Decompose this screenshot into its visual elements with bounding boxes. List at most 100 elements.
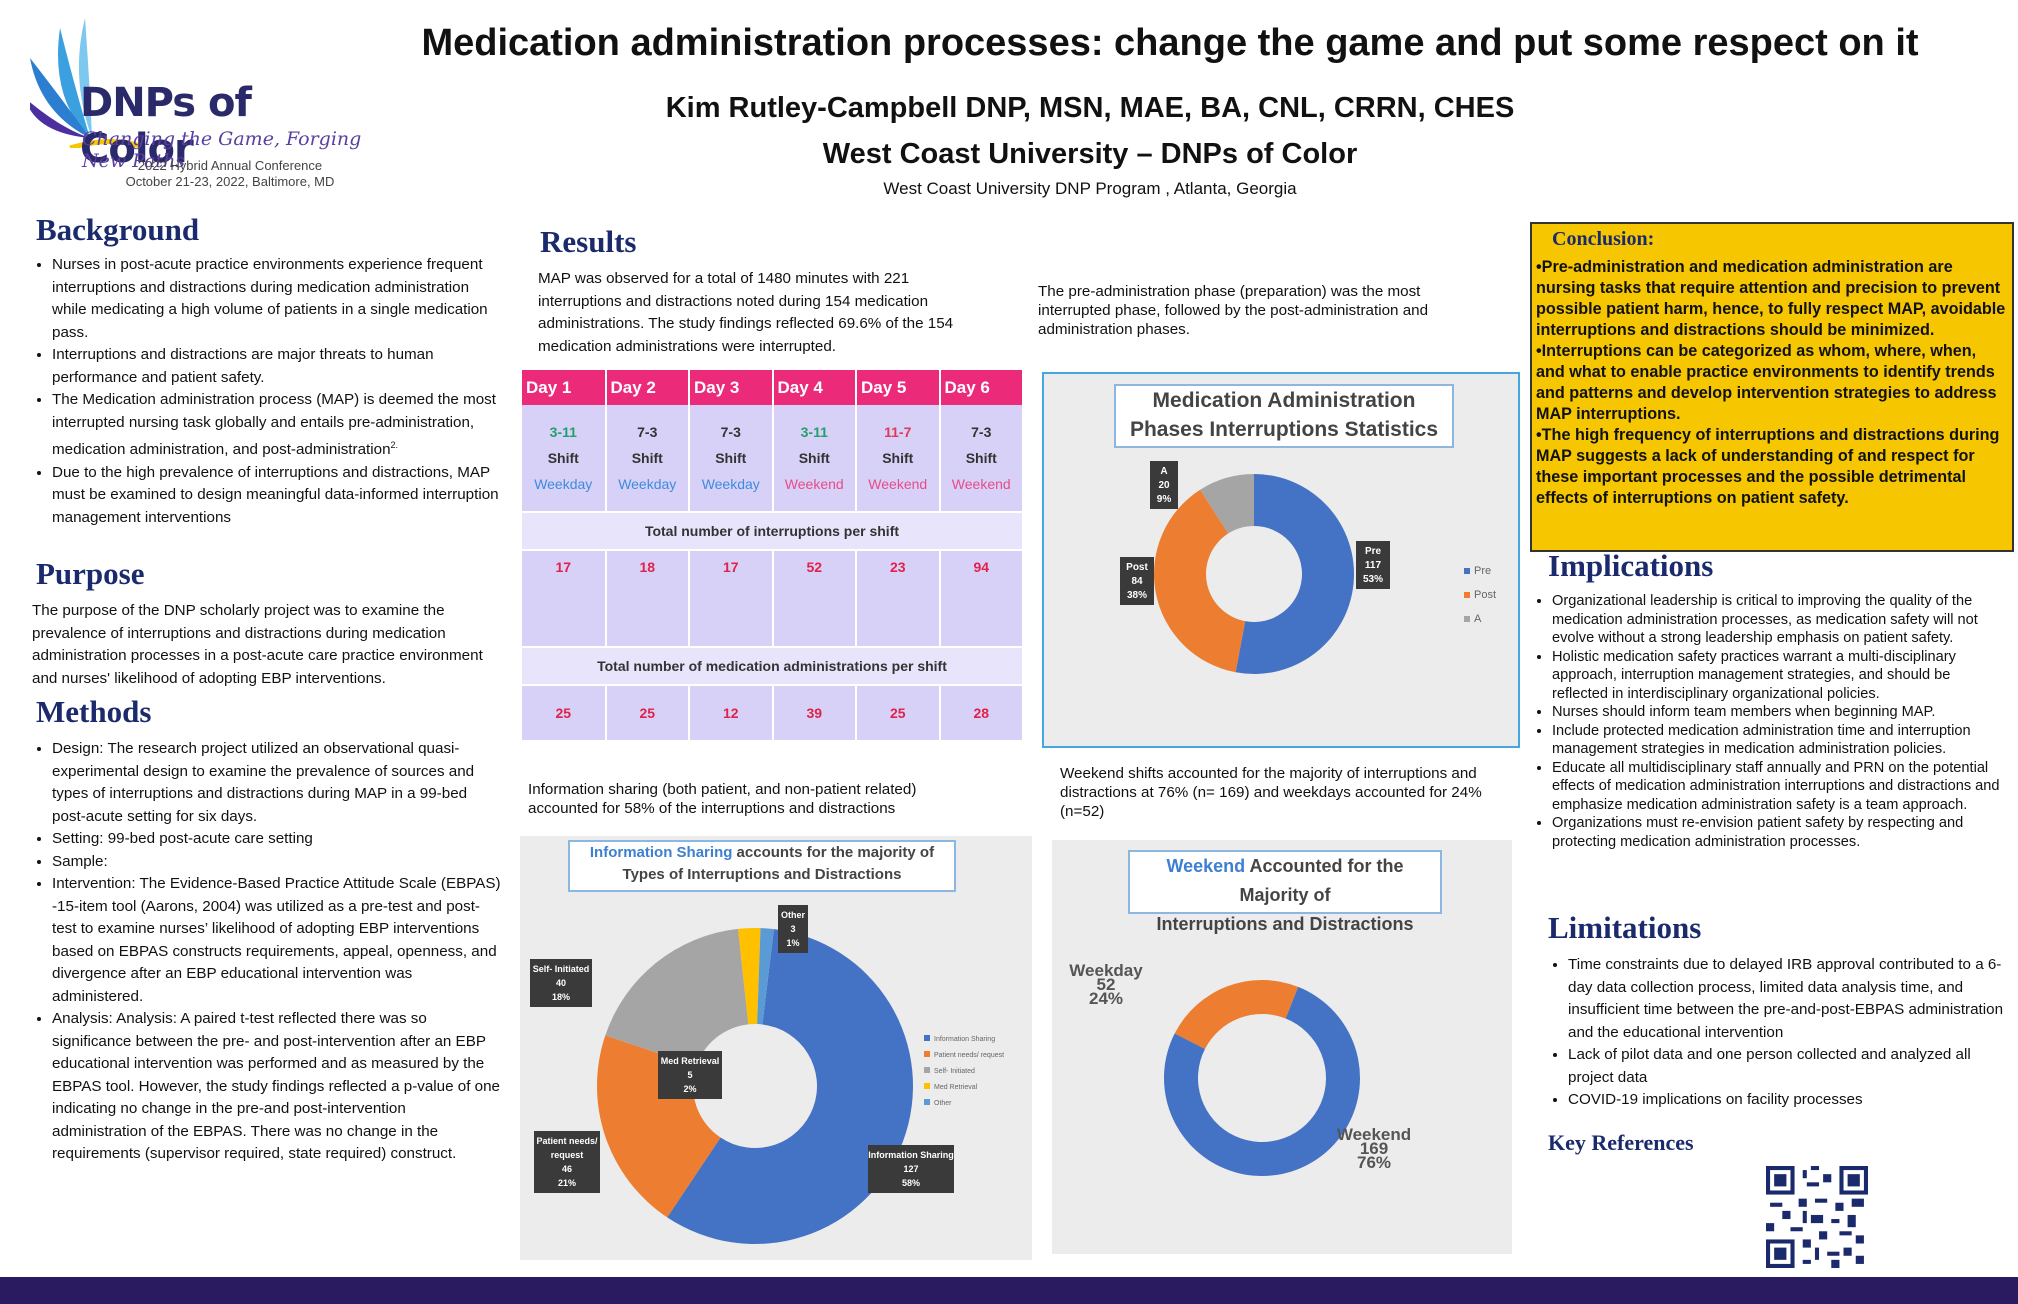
legend-swatch xyxy=(924,1035,930,1041)
data-label-box xyxy=(530,959,592,1007)
purpose-text: The purpose of the DNP scholarly project… xyxy=(32,602,483,687)
data-label-box xyxy=(1120,557,1154,605)
table-cell: 39 xyxy=(772,685,857,742)
table-row: Total number of medication administratio… xyxy=(522,647,1024,686)
data-label-box xyxy=(868,1145,954,1193)
legend-item: Self- Initiated xyxy=(934,1068,975,1075)
legend-swatch xyxy=(924,1051,930,1057)
background-section: Nurses in post-acute practice environmen… xyxy=(30,254,500,529)
legend-swatch xyxy=(1464,592,1470,598)
data-label-text: 58% xyxy=(902,1178,920,1188)
logo-tagline: Changing the Game, Forging New Paths xyxy=(82,128,362,172)
shift-word: Shift xyxy=(547,450,579,466)
shift-word: Shift xyxy=(798,450,830,466)
data-label-text: 117 xyxy=(1365,560,1382,571)
data-label-text: A xyxy=(1160,466,1167,477)
conclusion-box: Conclusion: •Pre-administration and medi… xyxy=(1530,222,2014,552)
table-row: Total number of interruptions per shift xyxy=(522,512,1024,551)
data-label-text: Patient needs/ xyxy=(536,1136,598,1146)
info-chart-title: Information Sharing accounts for the maj… xyxy=(568,840,956,892)
donut-slice-weekend xyxy=(1164,986,1360,1176)
data-label-box xyxy=(534,1131,600,1193)
table-cell: 17 xyxy=(522,550,607,648)
data-label-text: 169 xyxy=(1360,1139,1388,1158)
table-cell: 23 xyxy=(856,550,941,648)
data-label-text: 40 xyxy=(556,978,566,988)
phases-chart-title: Medication Administration Phases Interru… xyxy=(1114,384,1454,448)
weekend-chart-title-line2: Interruptions and Distractions xyxy=(1156,914,1414,934)
table-day-header: Day 3 xyxy=(689,370,774,405)
weekend-chart-title: Weekend Accounted for the Majority of In… xyxy=(1128,850,1442,934)
legend-item: Patient needs/ request xyxy=(934,1052,1004,1059)
table-cell: 52 xyxy=(772,550,857,648)
table-day-header: Day 6 xyxy=(939,370,1024,405)
info-chart-title-highlight: Information Sharing xyxy=(589,844,733,861)
shift-time: 3-11 xyxy=(549,424,577,440)
interruptions-label: Total number of interruptions per shift xyxy=(522,512,1024,551)
data-label-text: Med Retrieval xyxy=(661,1056,720,1066)
legend-swatch xyxy=(924,1083,930,1089)
background-item-text: Due to the high prevalence of interrupti… xyxy=(52,463,499,526)
methods-section: Design: The research project utilized an… xyxy=(30,738,502,1166)
table-cell: 11-7 Shift Weekend xyxy=(856,405,941,513)
qr-code-icon[interactable] xyxy=(1766,1166,1868,1268)
phase-text: The pre-administration phase (preparatio… xyxy=(1038,283,1429,338)
shift-time: 7-3 xyxy=(971,424,992,440)
table-cell: 7-3 Shift Weekday xyxy=(689,405,774,513)
donut-slice-med-retrieval xyxy=(738,928,761,1025)
background-item-text: The Medication administration process (M… xyxy=(52,391,496,459)
table-cell: 18 xyxy=(605,550,690,648)
weekend-text: Weekend shifts accounted for the majorit… xyxy=(1060,765,1482,820)
table-day-header: Day 2 xyxy=(605,370,690,405)
donut-slice-a xyxy=(1200,474,1254,534)
methods-heading: Methods xyxy=(36,694,152,729)
data-label: Patient needs/request 46 21% xyxy=(534,1131,600,1193)
donut-slice-other xyxy=(757,928,774,1025)
implications-item: Educate all multidisciplinary staff annu… xyxy=(1552,759,2008,815)
info-sharing-text: Information sharing (both patient, and n… xyxy=(528,781,917,817)
methods-item: Design: The research project utilized an… xyxy=(52,738,502,828)
logo-conference: 2022 Hybrid Annual Conference October 21… xyxy=(110,158,350,190)
methods-item: Analysis: Analysis: A paired t-test refl… xyxy=(52,1008,502,1166)
shift-word: Shift xyxy=(965,450,997,466)
data-label-box xyxy=(1356,541,1390,589)
info-chart-title-line2: Types of Interruptions and Distractions xyxy=(622,866,902,883)
day-type: Weekend xyxy=(868,476,928,492)
data-label: Pre 117 53% xyxy=(1356,541,1390,589)
phases-donut: Pre 117 53% Post 84 38% A 20 9% Pre Post A xyxy=(1120,461,1496,674)
data-label-text: Other xyxy=(781,910,806,920)
background-item: The Medication administration process (M… xyxy=(52,389,500,462)
data-label-text: 24% xyxy=(1089,989,1123,1008)
legend-item: Other xyxy=(934,1100,952,1107)
data-label-text: 76% xyxy=(1357,1153,1391,1172)
legend-item: Pre xyxy=(1474,565,1491,577)
implications-item: Holistic medication safety practices war… xyxy=(1552,648,2008,704)
implications-item: Organizations must re-envision patient s… xyxy=(1552,814,2008,851)
data-label-text: 20 xyxy=(1158,480,1170,491)
data-label-box xyxy=(1150,461,1178,509)
donut-slice-post xyxy=(1154,489,1246,673)
data-label-text: 21% xyxy=(558,1178,576,1188)
info-sharing-chart: Information Sharing accounts for the maj… xyxy=(520,836,1032,1260)
logo: DNPs of Color Changing the Game, Forging… xyxy=(30,18,370,198)
conference-dates: October 21-23, 2022, Baltimore, MD xyxy=(125,174,335,189)
implications-section: Organizational leadership is critical to… xyxy=(1530,592,2008,851)
shift-time: 11-7 xyxy=(884,424,912,440)
shift-time: 7-3 xyxy=(637,424,658,440)
data-label: Information Sharing 127 58% xyxy=(868,1145,954,1193)
data-label-text: 9% xyxy=(1157,494,1172,505)
administrations-label: Total number of medication administratio… xyxy=(522,647,1024,686)
weekend-chart-title-highlight: Weekend xyxy=(1166,856,1246,876)
poster-title: Medication administration processes: cha… xyxy=(421,22,1919,64)
data-label-text: Post xyxy=(1126,562,1148,573)
background-heading: Background xyxy=(36,212,200,247)
donut-slice-self-initiated xyxy=(605,928,749,1067)
table-cell: 3-11 Shift Weekday xyxy=(522,405,607,513)
limitations-item: Lack of pilot data and one person collec… xyxy=(1568,1044,2010,1089)
data-label-text: 84 xyxy=(1131,576,1143,587)
data-label-text: Weekend xyxy=(1337,1125,1411,1144)
background-item-text: Interruptions and distractions are major… xyxy=(52,346,434,386)
references-heading: Key References xyxy=(1548,1130,1694,1155)
